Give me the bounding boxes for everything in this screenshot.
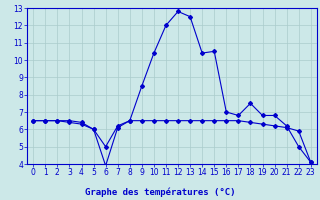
Text: Graphe des températures (°C): Graphe des températures (°C) xyxy=(85,187,235,197)
